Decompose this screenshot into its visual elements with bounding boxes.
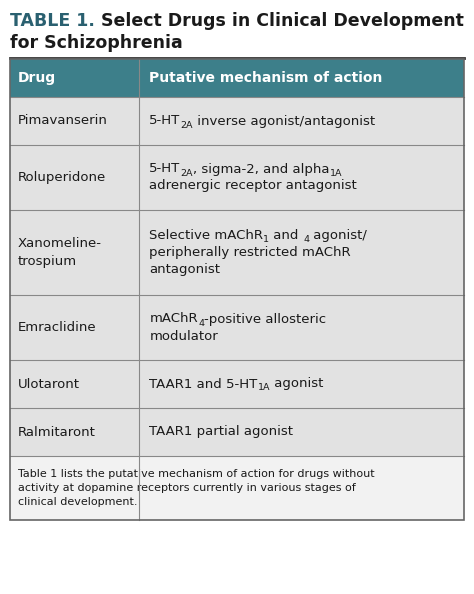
Bar: [10, 59, 464, 97]
Text: Table 1 lists the putative mechanism of action for drugs without
activity at dop: Table 1 lists the putative mechanism of …: [18, 469, 374, 507]
Text: Drug: Drug: [18, 71, 56, 85]
Text: adrenergic receptor antagonist: adrenergic receptor antagonist: [149, 179, 357, 192]
Bar: [10, 97, 139, 145]
Text: and: and: [269, 229, 303, 242]
Text: 5-HT: 5-HT: [149, 163, 181, 175]
Bar: [139, 145, 464, 210]
Text: inverse agonist/antagonist: inverse agonist/antagonist: [193, 115, 375, 128]
Bar: [10, 360, 139, 408]
Text: 1: 1: [264, 235, 269, 244]
Text: Putative mechanism of action: Putative mechanism of action: [149, 71, 383, 85]
Text: 4: 4: [198, 318, 204, 327]
Text: TAAR1 and 5-HT: TAAR1 and 5-HT: [149, 378, 258, 390]
Bar: [139, 360, 464, 408]
Text: mAChR: mAChR: [149, 312, 198, 326]
Text: antagonist: antagonist: [149, 263, 220, 276]
Text: peripherally restricted mAChR: peripherally restricted mAChR: [149, 246, 351, 259]
Text: agonist: agonist: [270, 378, 324, 390]
Text: , sigma-2, and alpha: , sigma-2, and alpha: [193, 163, 329, 175]
Bar: [10, 456, 464, 520]
Bar: [139, 210, 464, 295]
Text: Ulotaront: Ulotaront: [18, 378, 80, 390]
Bar: [10, 408, 139, 456]
Text: Selective mAChR: Selective mAChR: [149, 229, 264, 242]
Text: 1A: 1A: [258, 384, 270, 393]
Bar: [10, 59, 464, 520]
Text: 5-HT: 5-HT: [149, 115, 181, 128]
Text: -positive allosteric: -positive allosteric: [204, 312, 326, 326]
Text: Select Drugs in Clinical Development: Select Drugs in Clinical Development: [95, 12, 464, 30]
Text: TABLE 1.: TABLE 1.: [10, 12, 95, 30]
Bar: [139, 97, 464, 145]
Text: Xanomeline-
trospium: Xanomeline- trospium: [18, 237, 102, 268]
Bar: [10, 210, 139, 295]
Text: Roluperidone: Roluperidone: [18, 171, 106, 184]
Text: modulator: modulator: [149, 330, 218, 343]
Text: Emraclidine: Emraclidine: [18, 321, 97, 334]
Text: Pimavanserin: Pimavanserin: [18, 115, 108, 128]
Text: 4: 4: [303, 235, 309, 244]
Text: agonist/: agonist/: [309, 229, 367, 242]
Bar: [10, 145, 139, 210]
Text: TAAR1 partial agonist: TAAR1 partial agonist: [149, 425, 293, 438]
Bar: [10, 295, 139, 360]
Text: for Schizophrenia: for Schizophrenia: [10, 34, 183, 52]
Bar: [139, 408, 464, 456]
Bar: [139, 295, 464, 360]
Text: 1A: 1A: [329, 169, 342, 178]
Text: 2A: 2A: [181, 169, 193, 178]
Text: Ralmitaront: Ralmitaront: [18, 425, 96, 438]
Text: 2A: 2A: [181, 121, 193, 129]
